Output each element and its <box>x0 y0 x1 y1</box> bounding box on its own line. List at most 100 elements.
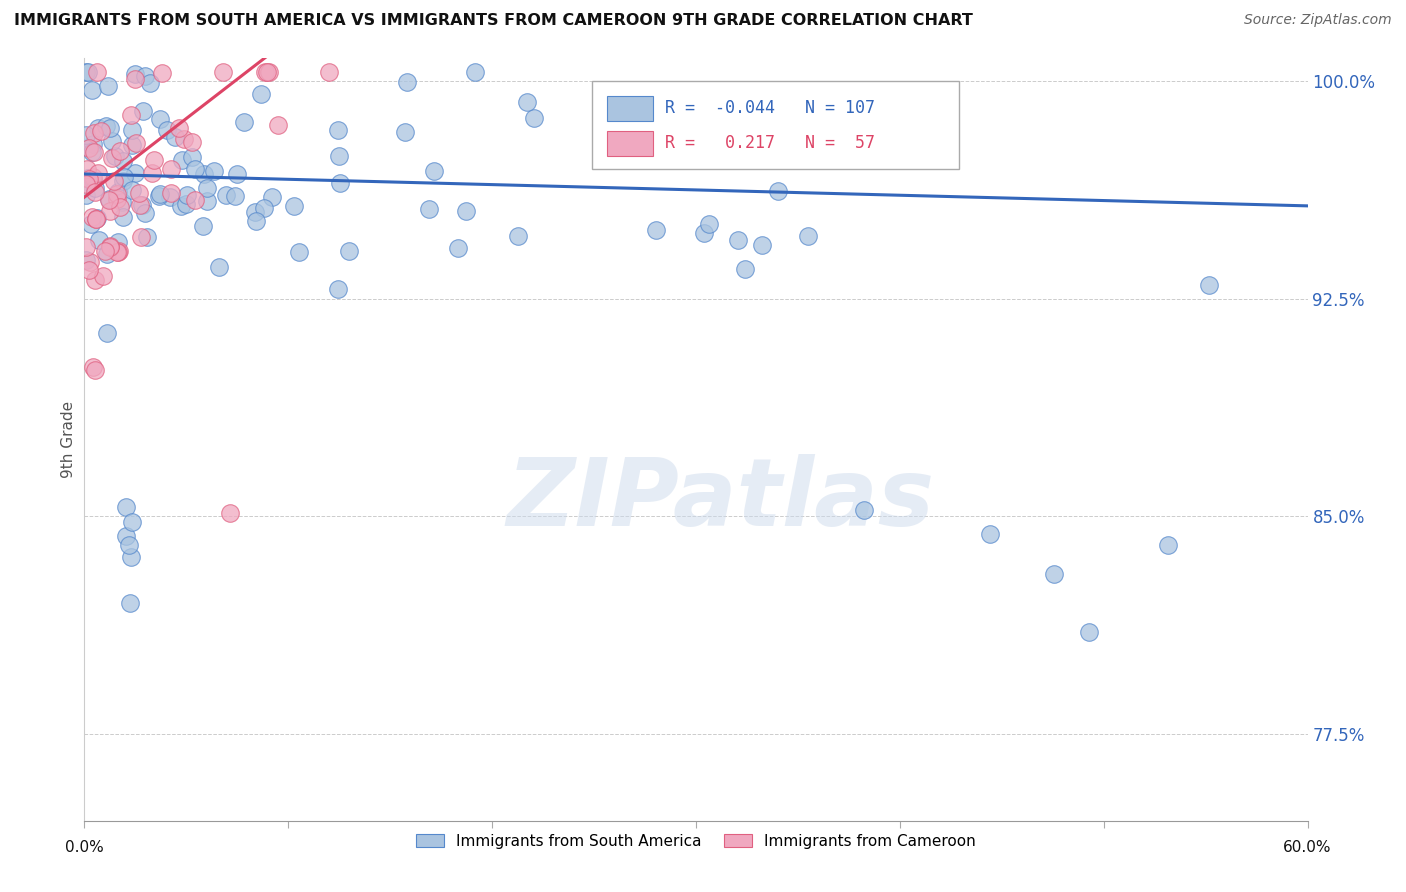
Point <box>108 200 131 214</box>
Point <box>139 76 162 90</box>
Point <box>84 211 107 226</box>
Point <box>253 65 276 79</box>
Point <box>224 189 246 203</box>
Point <box>108 244 131 259</box>
Point <box>100 239 122 253</box>
Point <box>167 121 190 136</box>
Point <box>697 217 720 231</box>
Point <box>101 151 124 165</box>
Point <box>118 596 141 610</box>
Point <box>143 153 166 167</box>
Point <box>75 65 97 79</box>
Point <box>118 538 141 552</box>
Point <box>394 125 416 139</box>
Point <box>121 515 143 529</box>
Point <box>98 120 121 135</box>
Point <box>267 118 290 132</box>
Point <box>1198 278 1220 293</box>
Point <box>98 204 121 219</box>
Point <box>447 241 470 255</box>
Point <box>84 211 107 226</box>
Point <box>250 87 273 101</box>
Point <box>96 326 118 341</box>
Legend: Immigrants from South America, Immigrants from Cameroon: Immigrants from South America, Immigrant… <box>411 828 981 855</box>
Point <box>108 144 131 158</box>
Point <box>91 268 114 283</box>
Point <box>82 210 104 224</box>
Text: R =  -0.044   N = 107: R = -0.044 N = 107 <box>665 98 876 117</box>
Point <box>979 526 1001 541</box>
Point <box>173 131 195 145</box>
Point <box>191 219 214 233</box>
Point <box>87 233 110 247</box>
Point <box>84 273 107 287</box>
Point <box>506 229 529 244</box>
Point <box>184 162 207 177</box>
Point <box>252 202 274 216</box>
Point <box>107 185 129 199</box>
Point <box>75 178 97 192</box>
Point <box>174 197 197 211</box>
Point <box>77 65 100 79</box>
Point <box>86 65 108 79</box>
Point <box>464 65 486 79</box>
Point <box>77 171 100 186</box>
Point <box>796 228 818 243</box>
Point <box>107 245 129 260</box>
Point <box>337 244 360 258</box>
Point <box>112 169 135 184</box>
Point <box>98 193 121 207</box>
Point <box>751 238 773 252</box>
Point <box>75 240 97 254</box>
Text: IMMIGRANTS FROM SOUTH AMERICA VS IMMIGRANTS FROM CAMEROON 9TH GRADE CORRELATION : IMMIGRANTS FROM SOUTH AMERICA VS IMMIGRA… <box>14 13 973 29</box>
Point <box>82 136 104 151</box>
Point <box>82 173 104 187</box>
Point <box>124 136 146 151</box>
Point <box>121 138 143 153</box>
Point <box>160 186 183 200</box>
Point <box>208 260 231 274</box>
Point <box>103 174 125 188</box>
Point <box>75 128 97 143</box>
Point <box>180 136 202 150</box>
Text: 0.0%: 0.0% <box>65 839 104 855</box>
Point <box>692 226 714 240</box>
Point <box>727 233 749 247</box>
Text: ZIPatlas: ZIPatlas <box>506 454 935 546</box>
Point <box>84 185 107 199</box>
Point <box>84 180 107 194</box>
Text: Source: ZipAtlas.com: Source: ZipAtlas.com <box>1244 13 1392 28</box>
Point <box>169 199 191 213</box>
Point <box>709 138 731 153</box>
Point <box>212 65 235 79</box>
Point <box>853 503 876 517</box>
Point <box>75 188 97 202</box>
Point <box>176 188 198 202</box>
Point <box>232 115 254 129</box>
Point <box>136 229 159 244</box>
Point <box>644 223 666 237</box>
Point <box>77 263 100 277</box>
Point <box>245 205 267 219</box>
Point <box>148 189 170 203</box>
Point <box>156 123 179 137</box>
Point <box>111 194 134 209</box>
Point <box>86 211 108 226</box>
Point <box>180 150 202 164</box>
Point <box>128 186 150 200</box>
Point <box>75 252 97 267</box>
Point <box>204 163 226 178</box>
Point <box>141 166 163 180</box>
Point <box>105 192 128 206</box>
Point <box>170 153 193 168</box>
Point <box>1043 567 1066 582</box>
Point <box>105 245 128 260</box>
Point <box>107 235 129 249</box>
Bar <box>606 131 654 155</box>
Point <box>766 152 789 166</box>
Point <box>83 362 105 376</box>
Point <box>159 190 181 204</box>
Point <box>121 123 143 137</box>
Point <box>134 205 156 219</box>
Text: 60.0%: 60.0% <box>1284 839 1331 855</box>
